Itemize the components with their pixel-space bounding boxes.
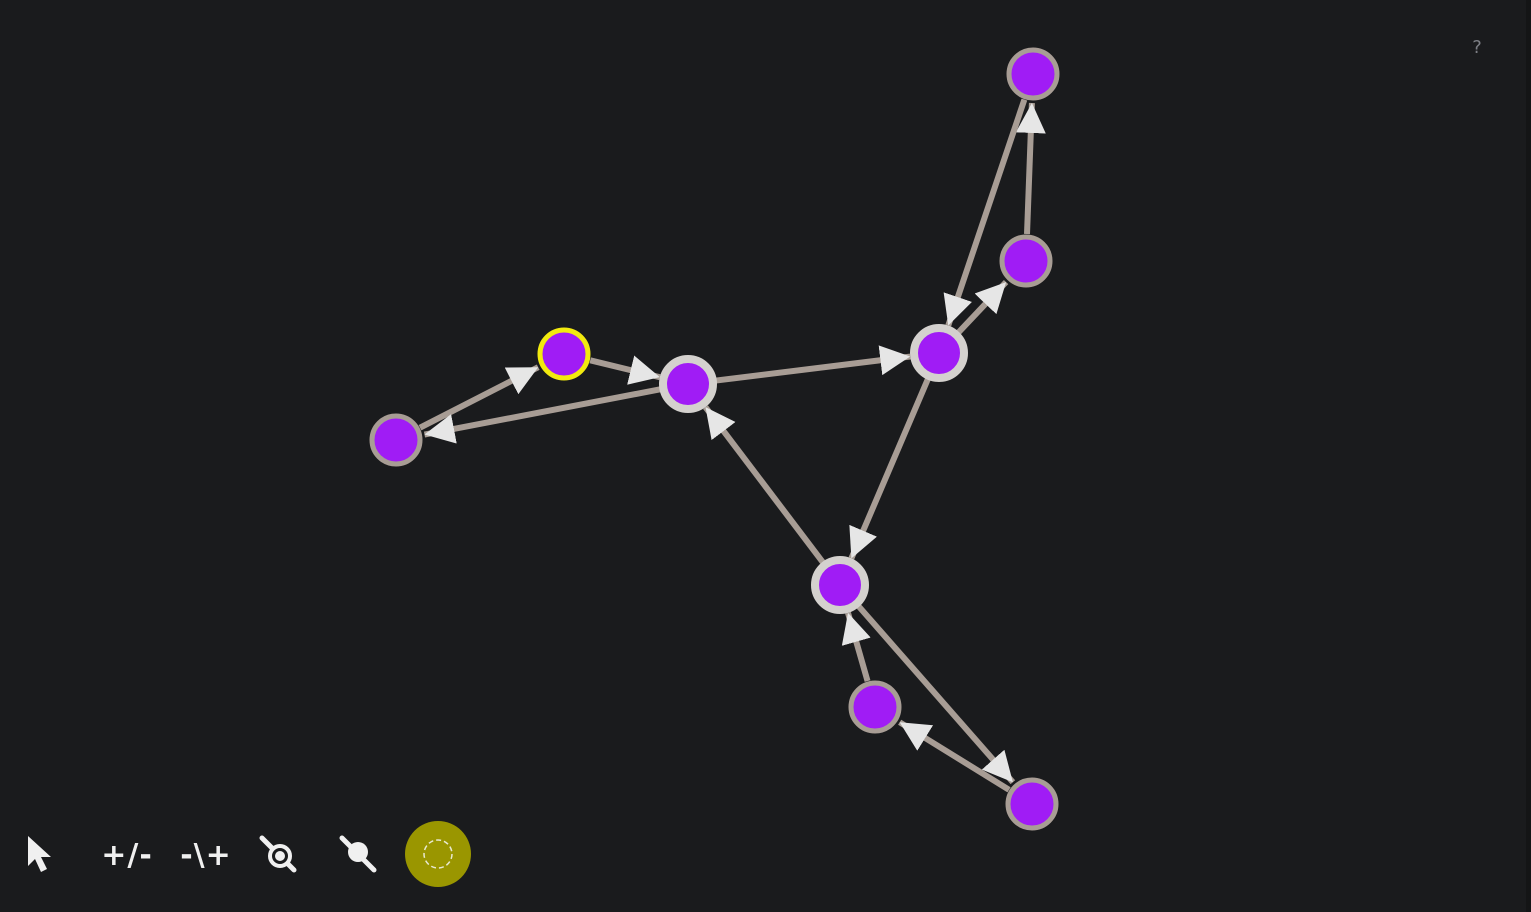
add-remove-edges-button[interactable]: -\+ xyxy=(180,837,232,873)
spring-layout-button[interactable] xyxy=(405,821,471,887)
graph-edge[interactable] xyxy=(703,405,827,566)
toolbar: +/- -\+ xyxy=(0,810,500,910)
graph-edge[interactable] xyxy=(848,376,932,560)
graph-node[interactable] xyxy=(1005,777,1059,831)
sun-burst-icon xyxy=(423,839,453,869)
graph-node[interactable] xyxy=(910,324,968,382)
graph-node[interactable] xyxy=(1006,47,1060,101)
graph-node[interactable] xyxy=(369,413,423,467)
graph-edge[interactable] xyxy=(714,345,911,384)
panel-edge xyxy=(1526,0,1531,912)
graph-edge[interactable] xyxy=(898,719,1011,793)
graph-node[interactable] xyxy=(999,234,1053,288)
cursor-arrow-icon xyxy=(28,836,51,872)
graph-edge[interactable] xyxy=(943,98,1028,327)
graph-edge[interactable] xyxy=(1015,102,1046,235)
graph-node[interactable] xyxy=(848,680,902,734)
select-tool-button[interactable] xyxy=(18,830,62,878)
graph-node[interactable] xyxy=(659,355,717,413)
graph-edge[interactable] xyxy=(589,355,661,385)
graph-edge[interactable] xyxy=(423,386,663,444)
edge-layer xyxy=(418,98,1046,793)
graph-edge[interactable] xyxy=(841,612,871,682)
graph-node-selected[interactable] xyxy=(537,327,591,381)
help-button[interactable]: ? xyxy=(1472,37,1482,58)
node-attach-icon xyxy=(339,835,377,873)
attach-node-button[interactable] xyxy=(334,830,382,878)
graph-node[interactable] xyxy=(811,556,869,614)
graph-edge[interactable] xyxy=(855,603,1016,785)
graph-edge[interactable] xyxy=(955,280,1009,336)
node-layer xyxy=(369,47,1060,831)
detach-node-button[interactable] xyxy=(254,830,302,878)
node-detach-icon xyxy=(259,835,297,873)
add-remove-nodes-button[interactable]: +/- xyxy=(101,837,153,873)
